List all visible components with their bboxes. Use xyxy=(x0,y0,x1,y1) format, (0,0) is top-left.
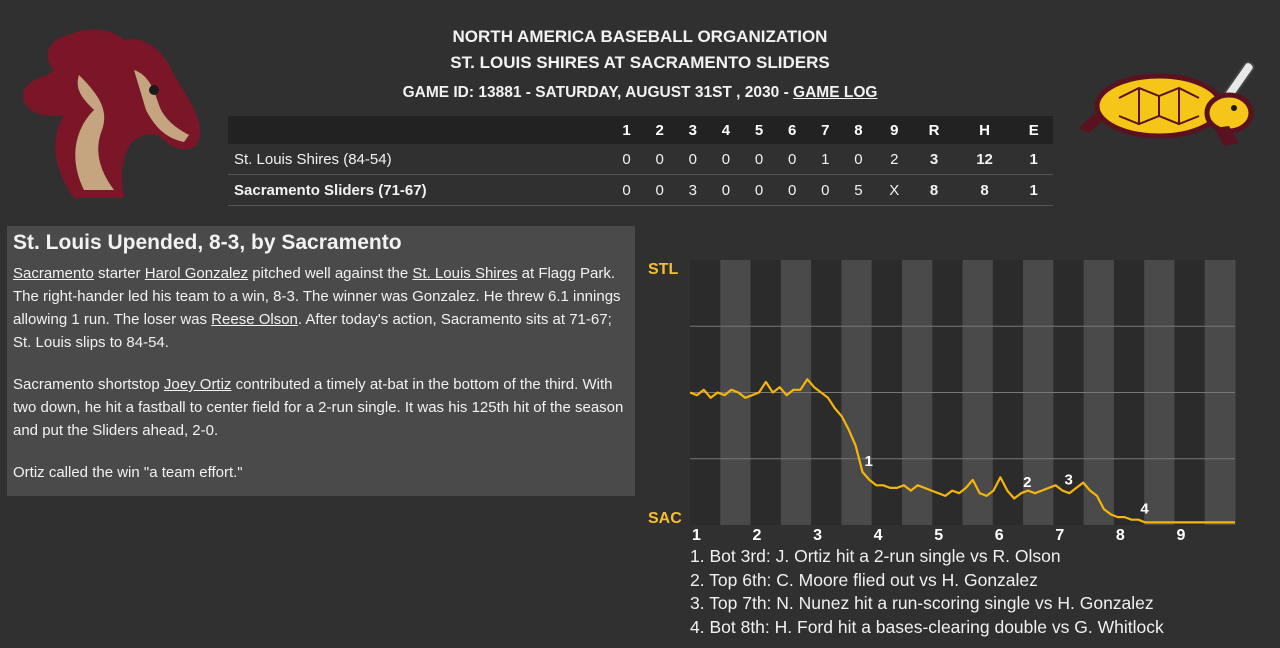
inning-header: 8 xyxy=(841,116,875,144)
top-team-label: STL xyxy=(648,261,678,278)
win-probability-line xyxy=(689,378,1235,524)
home-hits: 8 xyxy=(954,174,1015,206)
organization-title: NORTH AMERICA BASEBALL ORGANIZATION xyxy=(452,27,828,46)
home-runs: 8 xyxy=(913,174,955,206)
inning-header: 7 xyxy=(808,116,842,144)
matchup-title: ST. LOUIS SHIRES AT SACRAMENTO SLIDERS xyxy=(450,53,830,72)
recap-paragraph: Ortiz called the win "a team effort." xyxy=(13,461,629,484)
inning-tick-label: 7 xyxy=(1055,527,1064,540)
win-probability-chart: STL SAC 1 2 3 4 1 2 3 4 5 6 7 8 9 xyxy=(648,260,1236,540)
recap-link[interactable]: Joey Ortiz xyxy=(163,376,232,393)
away-team-name: St. Louis Shires (84-54) xyxy=(228,144,610,175)
recap-text: at Flagg Park. The right-hander led his … xyxy=(13,265,621,328)
game-log-link[interactable]: GAME LOG xyxy=(793,84,878,101)
inning-score: 0 xyxy=(643,144,677,175)
errors-header: E xyxy=(1014,116,1053,144)
away-errors: 1 xyxy=(1014,144,1053,175)
event-marker: 4 xyxy=(1140,501,1149,518)
event-marker: 1 xyxy=(864,453,872,470)
event-marker: 2 xyxy=(1023,474,1031,491)
game-recap: St. Louis Upended, 8-3, by Sacramento Sa… xyxy=(7,226,635,496)
inning-score: 0 xyxy=(709,144,743,175)
inning-tick-label: 9 xyxy=(1176,527,1185,540)
linescore-header-row: 1 2 3 4 5 6 7 8 9 R H E xyxy=(228,116,1053,144)
inning-tick-label: 8 xyxy=(1116,527,1125,540)
inning-score: 0 xyxy=(643,174,677,206)
recap-text: pitched well against the xyxy=(248,265,413,282)
inning-header: 2 xyxy=(643,116,677,144)
recap-text: Ortiz called the win "a team effort." xyxy=(13,464,243,481)
turtle-bat-logo xyxy=(1079,61,1255,146)
inning-tick-label: 3 xyxy=(813,527,822,540)
game-id-date: GAME ID: 13881 - SATURDAY, AUGUST 31ST ,… xyxy=(402,84,794,101)
inning-header: 3 xyxy=(676,116,710,144)
recap-link[interactable]: Reese Olson xyxy=(211,311,298,328)
inning-score: 0 xyxy=(742,174,776,206)
inning-header: 4 xyxy=(709,116,743,144)
inning-score: 0 xyxy=(775,174,809,206)
team-column-header xyxy=(228,116,610,144)
inning-score: 0 xyxy=(742,144,776,175)
note-item: 4. Bot 8th: H. Ford hit a bases-clearing… xyxy=(690,616,1164,637)
linescore-table: 1 2 3 4 5 6 7 8 9 R H E St. Louis Shires… xyxy=(228,116,1053,206)
inning-score: 5 xyxy=(841,174,875,206)
inning-tick-label: 1 xyxy=(692,527,701,540)
recap-link[interactable]: Sacramento xyxy=(13,265,94,282)
away-runs: 3 xyxy=(913,144,955,175)
home-team-name: Sacramento Sliders (71-67) xyxy=(228,174,610,206)
game-info-line: GAME ID: 13881 - SATURDAY, AUGUST 31ST ,… xyxy=(230,82,1050,104)
horse-head-logo xyxy=(23,29,200,198)
inning-score: 1 xyxy=(808,144,842,175)
recap-text: starter xyxy=(93,265,145,282)
chart-notes: 1. Bot 3rd: J. Ortiz hit a 2-run single … xyxy=(690,545,1164,639)
inning-header: 5 xyxy=(742,116,776,144)
recap-paragraph: Sacramento shortstop Joey Ortiz contribu… xyxy=(13,373,629,442)
inning-score: 2 xyxy=(875,144,914,175)
hits-header: H xyxy=(954,116,1015,144)
inning-score: 0 xyxy=(676,144,710,175)
inning-header: 6 xyxy=(775,116,809,144)
inning-tick-label: 6 xyxy=(995,527,1004,540)
recap-text: contributed a timely at-bat in the botto… xyxy=(13,376,624,439)
note-item: 2. Top 6th: C. Moore flied out vs H. Gon… xyxy=(690,569,1038,590)
inning-header: 1 xyxy=(610,116,644,144)
home-team-row: Sacramento Sliders (71-67) 0 0 3 0 0 0 0… xyxy=(228,174,1053,206)
recap-text: Sacramento shortstop xyxy=(13,376,164,393)
inning-score: 0 xyxy=(709,174,743,206)
note-item: 3. Top 7th: N. Nunez hit a run-scoring s… xyxy=(690,593,1154,613)
inning-tick-label: 2 xyxy=(753,527,762,540)
recap-text: . After today's action, Sacramento sits … xyxy=(13,311,612,351)
runs-header: R xyxy=(913,116,955,144)
inning-score: 0 xyxy=(808,174,842,206)
recap-headline: St. Louis Upended, 8-3, by Sacramento xyxy=(13,231,402,254)
inning-tick-label: 4 xyxy=(874,527,883,540)
inning-tick-label: 5 xyxy=(934,527,943,540)
away-team-row: St. Louis Shires (84-54) 0 0 0 0 0 0 1 0… xyxy=(228,144,1053,175)
note-item: 1. Bot 3rd: J. Ortiz hit a 2-run single … xyxy=(690,546,1061,566)
inning-score: 0 xyxy=(775,144,809,175)
recap-link[interactable]: St. Louis Shires xyxy=(412,265,518,282)
recap-link[interactable]: Harol Gonzalez xyxy=(144,265,249,282)
event-marker: 3 xyxy=(1065,472,1073,489)
away-hits: 12 xyxy=(954,144,1015,175)
inning-score: 0 xyxy=(610,144,644,175)
recap-paragraph: Sacramento starter Harol Gonzalez pitche… xyxy=(13,262,629,354)
inning-score: 0 xyxy=(841,144,875,175)
home-errors: 1 xyxy=(1014,174,1053,206)
inning-header: 9 xyxy=(875,116,914,144)
inning-score: 3 xyxy=(676,174,710,206)
bottom-team-label: SAC xyxy=(648,510,682,527)
inning-score: X xyxy=(875,174,914,206)
inning-score: 0 xyxy=(610,174,644,206)
